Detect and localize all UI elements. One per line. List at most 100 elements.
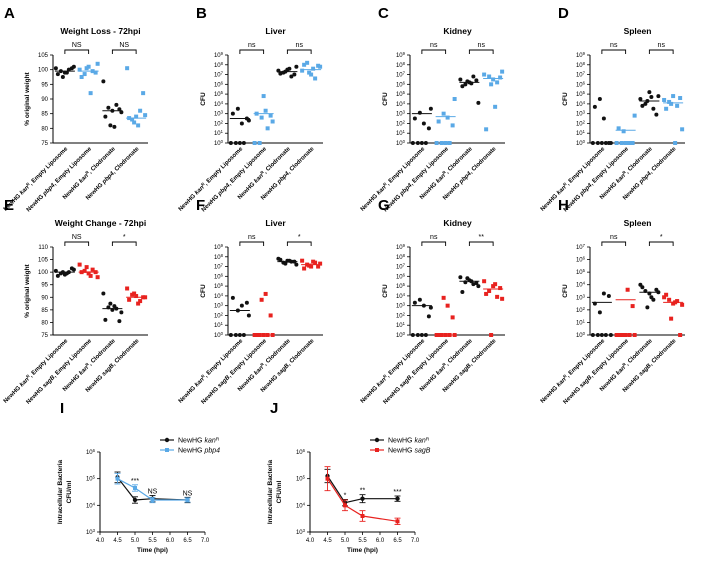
data-point xyxy=(106,105,111,110)
legend-label: NewHG kanR xyxy=(388,436,430,445)
data-point xyxy=(77,262,82,267)
data-point xyxy=(257,141,262,145)
series-line xyxy=(117,476,188,501)
data-point xyxy=(244,300,249,305)
data-point xyxy=(283,261,288,266)
y-tick-label: 102 xyxy=(214,119,224,128)
significance-bracket xyxy=(286,241,312,246)
data-point xyxy=(482,279,487,284)
y-tick-label: 107 xyxy=(396,70,406,79)
data-point xyxy=(228,333,233,337)
data-point xyxy=(640,103,645,108)
data-point xyxy=(592,104,597,109)
data-point xyxy=(476,284,481,289)
y-tick-label: 90 xyxy=(41,97,48,103)
data-point xyxy=(412,116,417,121)
data-point xyxy=(678,333,683,337)
data-point xyxy=(86,271,91,276)
data-point xyxy=(662,295,667,300)
data-point xyxy=(434,141,439,145)
data-point xyxy=(419,141,424,145)
y-tick-label: 85 xyxy=(41,308,48,314)
y-tick-label: 109 xyxy=(396,51,406,60)
data-point xyxy=(150,498,155,502)
data-point xyxy=(662,97,667,102)
data-point xyxy=(603,333,608,337)
y-tick-label: 102 xyxy=(396,119,406,128)
data-point xyxy=(450,123,455,128)
data-point xyxy=(625,287,630,292)
y-tick-label: 104 xyxy=(396,291,406,300)
significance-label: ns xyxy=(296,42,304,49)
y-tick-label: 108 xyxy=(576,60,586,69)
significance-bracket xyxy=(468,49,494,54)
data-point xyxy=(307,70,312,75)
data-point xyxy=(621,129,626,134)
y-axis-label: CFU xyxy=(382,92,389,106)
data-point xyxy=(599,333,604,337)
panel-F: F100101102103104105106107108109CFULiverN… xyxy=(178,197,323,406)
significance-bracket xyxy=(239,241,265,246)
significance-label: *** xyxy=(393,489,401,496)
data-point xyxy=(421,121,426,126)
data-point xyxy=(237,333,242,337)
y-tick-label: 109 xyxy=(214,243,224,252)
significance-label: ** xyxy=(360,488,366,495)
data-point xyxy=(491,77,496,82)
data-point xyxy=(597,310,602,315)
panel-letter: H xyxy=(558,197,569,214)
x-tick-label: 6.0 xyxy=(166,538,175,544)
panel-A: A 75 80 85 90 95 100 105 % original weight Weight… xyxy=(3,5,148,213)
chart-title: Kidney xyxy=(443,218,472,228)
data-point xyxy=(664,106,669,111)
data-point xyxy=(125,286,130,291)
data-point xyxy=(625,141,630,145)
data-point xyxy=(287,66,292,71)
data-point xyxy=(311,259,316,264)
data-point xyxy=(261,94,266,99)
data-point xyxy=(458,77,463,82)
data-point xyxy=(292,72,297,77)
y-tick-label: 103 xyxy=(576,293,586,302)
data-point xyxy=(101,291,106,296)
y-tick-label: 108 xyxy=(396,60,406,69)
data-point xyxy=(305,60,310,65)
data-point xyxy=(127,297,132,302)
data-point xyxy=(88,91,93,96)
significance-label: ns xyxy=(610,234,618,241)
x-tick-label: 5.0 xyxy=(341,538,350,544)
data-point xyxy=(95,275,100,280)
data-point xyxy=(489,333,494,337)
data-point xyxy=(263,108,268,113)
data-point xyxy=(439,141,444,145)
data-point xyxy=(436,119,441,124)
y-tick-label: 106 xyxy=(296,448,306,457)
panel-letter: G xyxy=(378,197,390,214)
y-tick-label: 106 xyxy=(396,80,406,89)
data-point xyxy=(471,74,476,79)
y-tick-label: 95 xyxy=(41,283,48,289)
data-point xyxy=(138,299,143,304)
y-tick-label: 107 xyxy=(576,243,586,252)
y-tick-label: 106 xyxy=(86,448,96,457)
data-point xyxy=(138,108,143,113)
data-point xyxy=(460,84,465,89)
data-point xyxy=(69,66,74,71)
panel-J: J 103 104 105 106 Intracellular Bacteria CFU/m… xyxy=(267,400,431,554)
data-point xyxy=(268,113,273,118)
data-point xyxy=(141,91,146,96)
data-point xyxy=(103,317,108,322)
data-point xyxy=(132,291,137,296)
panel-letter: D xyxy=(558,5,569,22)
data-point xyxy=(654,287,659,292)
y-tick-label: 101 xyxy=(214,129,224,138)
panel-letter: E xyxy=(4,197,14,214)
data-point xyxy=(136,301,141,306)
data-point xyxy=(493,104,498,109)
legend-label: NewHG kanR xyxy=(178,436,220,445)
x-tick-label: 4.0 xyxy=(96,538,105,544)
data-point xyxy=(664,292,669,297)
significance-label: NS xyxy=(148,488,158,495)
significance-label: ns xyxy=(610,42,618,49)
panel-letter: C xyxy=(378,5,389,22)
